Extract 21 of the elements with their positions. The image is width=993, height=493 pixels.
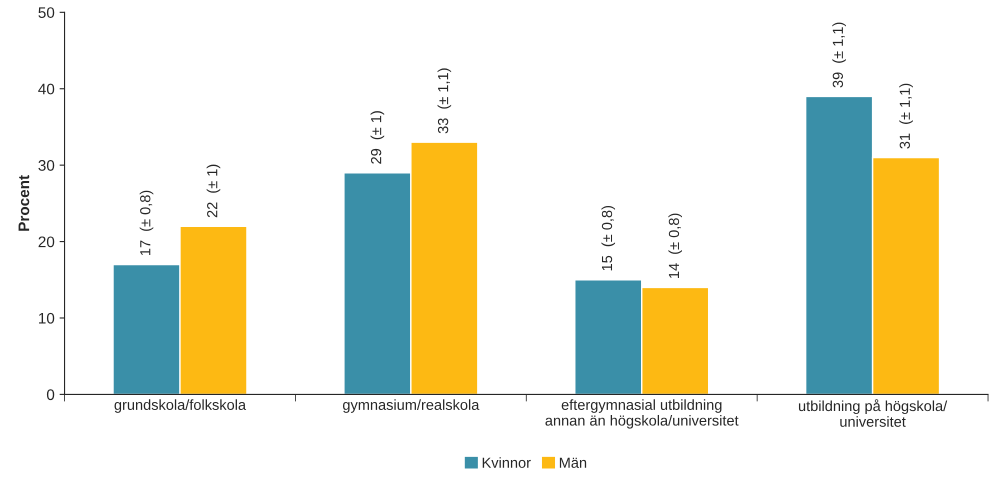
y-tick-label: 20 bbox=[38, 236, 54, 248]
y-tick-label: 40 bbox=[38, 84, 54, 94]
data-label: 14 (± 0,8) bbox=[668, 214, 682, 278]
y-tick-label: 50 bbox=[38, 7, 54, 18]
y-tick-label: 30 bbox=[38, 160, 54, 171]
x-tick-label: grundskola/folkskola bbox=[114, 399, 246, 413]
data-label: 33 (± 1,1) bbox=[438, 68, 452, 134]
data-label: 15 (± 0,8) bbox=[601, 206, 616, 270]
legend-label: Kvinnor bbox=[482, 457, 531, 468]
data-label: 29 (± 1) bbox=[370, 111, 384, 164]
y-tick-label: 0 bbox=[46, 389, 54, 400]
y-tick-label: 10 bbox=[38, 312, 54, 324]
y-axis-title: Procent bbox=[18, 175, 30, 231]
data-label: 39 (± 1,1) bbox=[832, 22, 846, 88]
data-label: 17 (± 0,8) bbox=[140, 190, 154, 256]
x-tick-label: eftergymnasial utbildning annan än högskola/universitet bbox=[545, 399, 739, 429]
x-tick-label: gymnasium/realskola bbox=[342, 399, 480, 413]
x-tick-label: utbildning på högskola/ universitet bbox=[798, 399, 948, 427]
data-label: 31 (± 1,1) bbox=[899, 84, 913, 149]
data-label: 22 (± 1) bbox=[206, 164, 220, 218]
legend-label: Män bbox=[560, 458, 586, 468]
